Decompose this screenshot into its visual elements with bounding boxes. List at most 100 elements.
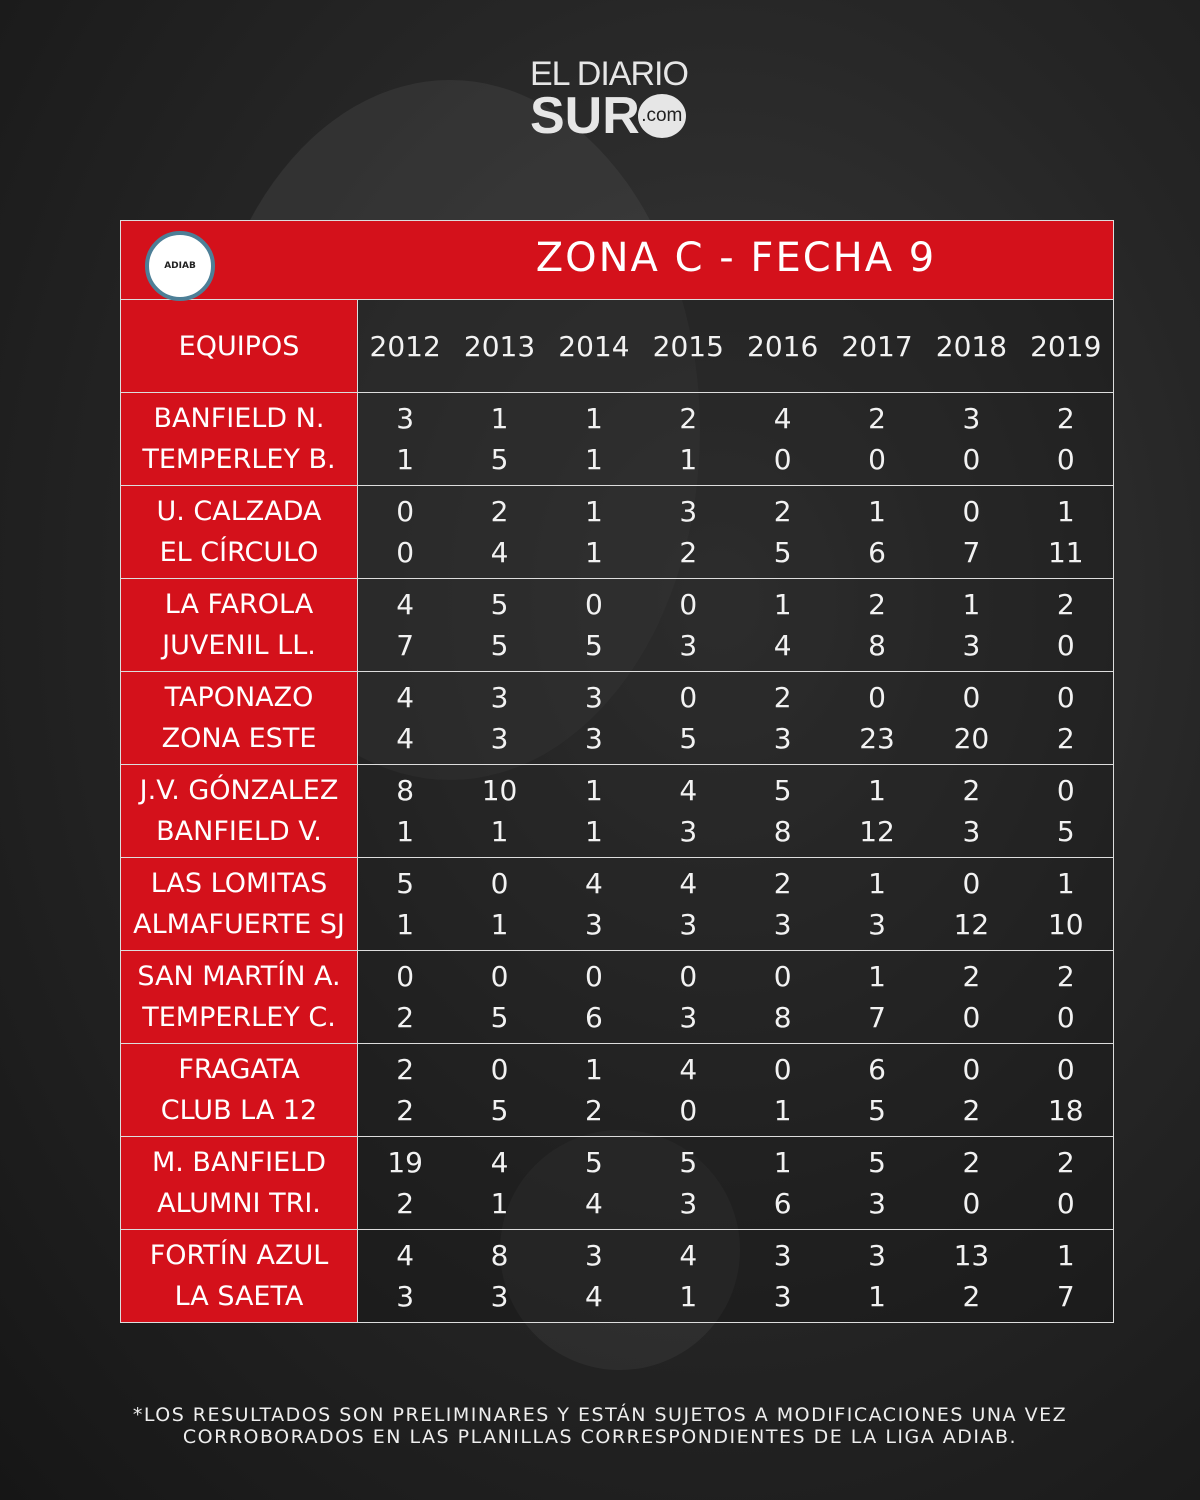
- away-score: 3: [585, 908, 603, 941]
- match-teams: TAPONAZO ZONA ESTE: [121, 672, 358, 764]
- home-score: 2: [1056, 1146, 1075, 1179]
- away-score: 1: [868, 1280, 886, 1313]
- match-row: FORTÍN AZUL LA SAETA 4 3 8 3 3 4 4 1 3 3 3 1 13 2 1 7: [121, 1230, 1113, 1322]
- home-team: TAPONAZO: [164, 682, 314, 713]
- away-score: 2: [962, 1280, 981, 1313]
- score-cell: 10 1: [452, 765, 546, 857]
- el-diario-sur-logo: EL DIARIO SUR .com: [530, 56, 710, 142]
- home-team: FRAGATA: [178, 1054, 300, 1085]
- home-score: 3: [490, 681, 509, 714]
- home-score: 3: [396, 402, 415, 435]
- away-score: 3: [396, 1280, 415, 1313]
- home-score: 1: [773, 588, 792, 621]
- away-score: 3: [679, 815, 698, 848]
- away-score: 3: [679, 1187, 698, 1220]
- disclaimer-line1: *LOS RESULTADOS SON PRELIMINARES Y ESTÁN…: [132, 1404, 1068, 1426]
- away-score: 0: [962, 1187, 981, 1220]
- home-score: 1: [1056, 1239, 1075, 1272]
- score-cells: 4 3 8 3 3 4 4 1 3 3 3 1 13 2 1 7: [358, 1230, 1113, 1322]
- year-header: 2018: [935, 329, 1008, 363]
- score-cells: 4 4 3 3 3 3 0 5 2 3 0 23 0 20 0 2: [358, 672, 1113, 764]
- match-row: LAS LOMITAS ALMAFUERTE SJ 5 1 0 1 4 3 4 3 2 3 1 3 0 12 1…: [121, 858, 1113, 951]
- away-score: 3: [868, 1187, 886, 1220]
- home-score: 0: [679, 681, 698, 714]
- home-score: 2: [1056, 960, 1075, 993]
- home-team: M. BANFIELD: [151, 1147, 327, 1178]
- score-cell: 13 2: [924, 1230, 1018, 1322]
- home-score: 1: [868, 774, 886, 807]
- title-bar: ADIAB ZONA C - FECHA 9: [121, 221, 1113, 301]
- away-score: 3: [868, 908, 886, 941]
- home-score: 1: [1056, 867, 1075, 900]
- away-score: 5: [868, 1094, 886, 1127]
- home-score: 0: [490, 960, 509, 993]
- away-score: 1: [679, 443, 698, 476]
- away-score: 8: [868, 629, 886, 662]
- away-score: 5: [490, 1001, 509, 1034]
- home-score: 5: [585, 1146, 603, 1179]
- match-teams: LA FAROLA JUVENIL LL.: [121, 579, 358, 671]
- away-score: 2: [396, 1001, 415, 1034]
- home-score: 1: [585, 495, 603, 528]
- away-score: 5: [1056, 815, 1075, 848]
- away-score: 8: [773, 815, 792, 848]
- score-cell: 0 12: [924, 858, 1018, 950]
- score-cell: 1 12: [830, 765, 924, 857]
- away-team: ALMAFUERTE SJ: [133, 909, 345, 940]
- home-score: 1: [585, 1053, 603, 1086]
- home-score: 5: [679, 1146, 698, 1179]
- home-score: 3: [585, 1239, 603, 1272]
- home-score: 4: [679, 1053, 698, 1086]
- home-score: 0: [679, 588, 698, 621]
- disclaimer: *LOS RESULTADOS SON PRELIMINARES Y ESTÁN…: [80, 1404, 1120, 1448]
- match-row: M. BANFIELD ALUMNI TRI. 19 2 4 1 5 4 5 3 1 6 5 3 2 0 2 0: [121, 1137, 1113, 1230]
- home-score: 0: [773, 1053, 792, 1086]
- disclaimer-line2: CORROBORADOS EN LAS PLANILLAS CORRESPOND…: [182, 1426, 1018, 1448]
- home-score: 1: [773, 1146, 792, 1179]
- match-row: FRAGATA CLUB LA 12 2 2 0 5 1 2 4 0 0 1 6 5 0 2 0 18: [121, 1044, 1113, 1137]
- score-cells: 2 2 0 5 1 2 4 0 0 1 6 5 0 2 0 18: [358, 1044, 1113, 1136]
- home-score: 2: [868, 402, 886, 435]
- home-score: 0: [490, 867, 509, 900]
- home-score: 19: [387, 1146, 423, 1179]
- away-team: CLUB LA 12: [160, 1095, 318, 1126]
- away-score: 8: [773, 1001, 792, 1034]
- away-score: 11: [1047, 536, 1084, 569]
- away-team: BANFIELD V.: [156, 816, 322, 847]
- home-score: 1: [585, 774, 603, 807]
- home-score: 5: [773, 774, 792, 807]
- away-score: 3: [773, 908, 792, 941]
- home-score: 3: [773, 1239, 792, 1272]
- away-score: 2: [396, 1187, 415, 1220]
- away-score: 0: [1056, 629, 1075, 662]
- away-score: 2: [1056, 722, 1075, 755]
- away-score: 5: [490, 443, 509, 476]
- home-team: LAS LOMITAS: [150, 868, 328, 899]
- away-score: 5: [585, 629, 603, 662]
- away-score: 5: [679, 722, 698, 755]
- home-score: 0: [962, 495, 981, 528]
